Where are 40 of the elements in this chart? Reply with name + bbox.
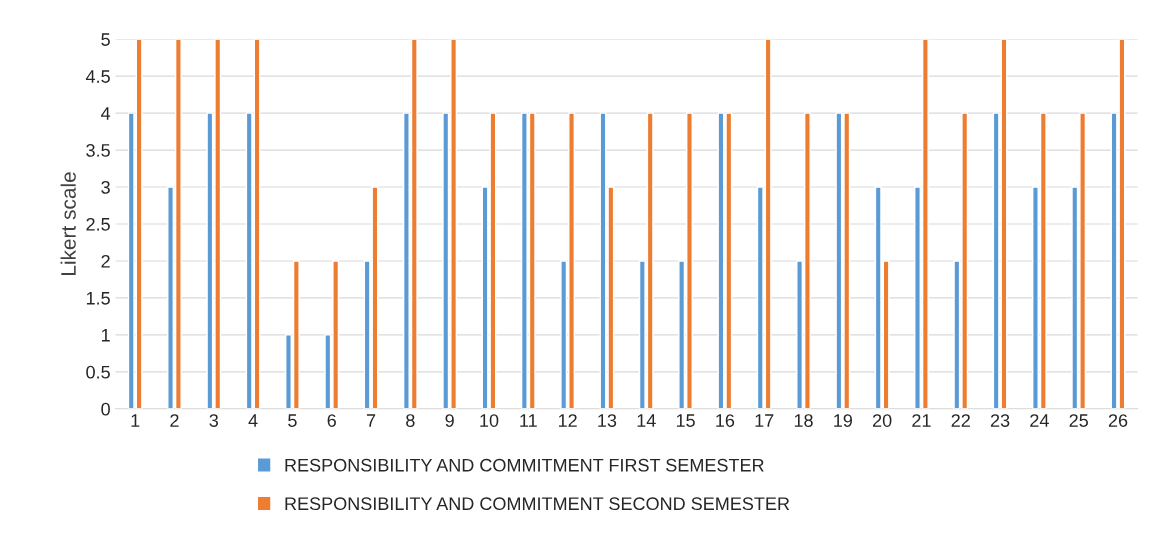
x-tick-label: 22 [951,414,970,427]
x-tick-label: 14 [637,414,656,427]
x-tick-label: 9 [445,414,454,427]
y-tick-label: 0.5 [86,365,110,379]
x-tick-label: 25 [1069,414,1088,427]
y-tick-label: 3 [101,180,110,194]
x-tick-label: 3 [209,414,219,427]
y-axis-title: Likert scale [60,172,76,275]
y-tick-label: 2.5 [86,217,110,231]
x-tick-label: 4 [248,414,258,427]
y-tick-label: 4.5 [85,70,110,83]
y-tick-label: 5 [101,33,110,46]
x-tick-label: 11 [520,414,537,427]
x-tick-label: 23 [990,414,1010,427]
x-tick-label: 16 [716,414,735,427]
x-tick-label: 26 [1108,414,1128,427]
x-tick-label: 18 [794,414,813,427]
y-tick-label: 2 [101,254,110,268]
x-tick-label: 17 [755,414,774,427]
x-tick-label: 12 [558,414,577,427]
x-tick-label: 2 [170,414,179,427]
x-tick-label: 15 [676,414,695,427]
x-tick-label: 7 [366,414,376,427]
x-tick-label: 13 [598,414,617,427]
x-tick-label: 21 [912,414,931,427]
y-tick-label: 0 [101,402,110,416]
x-tick-label: 10 [480,414,499,427]
y-tick-label: 1 [101,329,110,342]
x-tick-label: 20 [873,414,892,427]
x-tick-label: 6 [327,414,336,427]
x-tick-label: 8 [406,414,415,427]
x-tick-label: 1 [131,414,140,427]
x-tick-label: 19 [834,414,852,427]
x-tick-label: 5 [288,414,297,427]
legend-label: RESPONSIBILITY AND COMMITMENT SECOND SEMESTER [285,497,790,511]
legend-label: RESPONSIBILITY AND COMMITMENT FIRST SEMESTER [285,458,764,472]
y-tick-label: 4 [101,107,111,120]
x-tick-label: 24 [1030,414,1049,427]
y-tick-label: 1.5 [86,292,110,305]
y-tick-label: 3.5 [86,144,110,157]
